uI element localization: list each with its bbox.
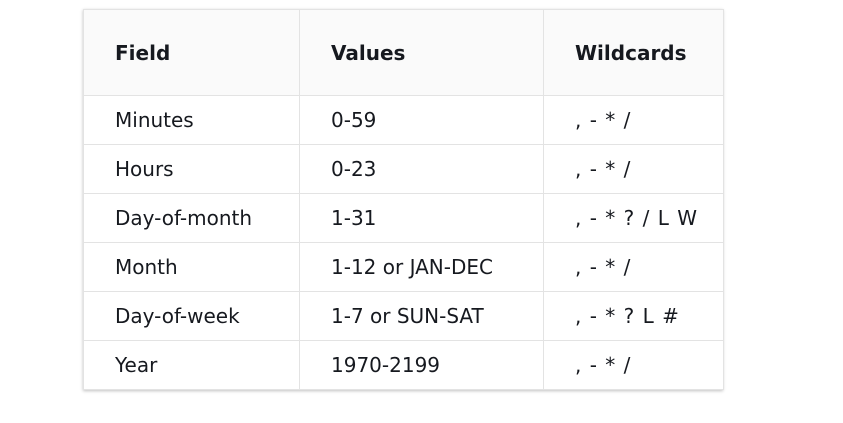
- cell-wildcards: , - * ? / L W: [543, 193, 724, 243]
- cell-field: Month: [83, 242, 300, 292]
- cell-field: Minutes: [83, 95, 300, 145]
- header-row: Field Values Wildcards: [83, 9, 724, 96]
- cell-field: Year: [83, 340, 300, 390]
- cell-values: 1-12 or JAN-DEC: [299, 242, 544, 292]
- cell-values: 0-23: [299, 144, 544, 194]
- cell-wildcards: , - * /: [543, 95, 724, 145]
- table-body: Minutes 0-59 , - * / Hours 0-23 , - * / …: [83, 95, 724, 390]
- cell-field: Day-of-month: [83, 193, 300, 243]
- cell-wildcards: , - * /: [543, 242, 724, 292]
- table-row: Month 1-12 or JAN-DEC , - * /: [83, 242, 724, 292]
- cell-values: 1970-2199: [299, 340, 544, 390]
- cell-wildcards: , - * /: [575, 353, 632, 377]
- cell-field: Hours: [83, 144, 300, 194]
- table-row: Day-of-week 1-7 or SUN-SAT , - * ? L #: [83, 291, 724, 341]
- cell-values: 0-59: [299, 95, 544, 145]
- table-row: Minutes 0-59 , - * /: [83, 95, 724, 145]
- table-row: Hours 0-23 , - * /: [83, 144, 724, 194]
- cell-field: Day-of-week: [83, 291, 300, 341]
- table-row: Year 1970-2199 , - * /: [83, 340, 724, 390]
- cell-wildcards: , - * ? L #: [543, 291, 724, 341]
- header-wildcards: Wildcards: [543, 9, 724, 96]
- table-header: Field Values Wildcards: [83, 9, 724, 96]
- table-row: Day-of-month 1-31 , - * ? / L W: [83, 193, 724, 243]
- cell-values: 1-7 or SUN-SAT: [299, 291, 544, 341]
- cell-values: 1-31: [299, 193, 544, 243]
- header-field: Field: [83, 9, 300, 96]
- cron-fields-table-container: Field Values Wildcards Minutes 0-59 , - …: [83, 9, 724, 390]
- cell-wildcards: , - * /: [543, 144, 724, 194]
- header-values: Values: [299, 9, 544, 96]
- cron-fields-table: Field Values Wildcards Minutes 0-59 , - …: [83, 9, 724, 390]
